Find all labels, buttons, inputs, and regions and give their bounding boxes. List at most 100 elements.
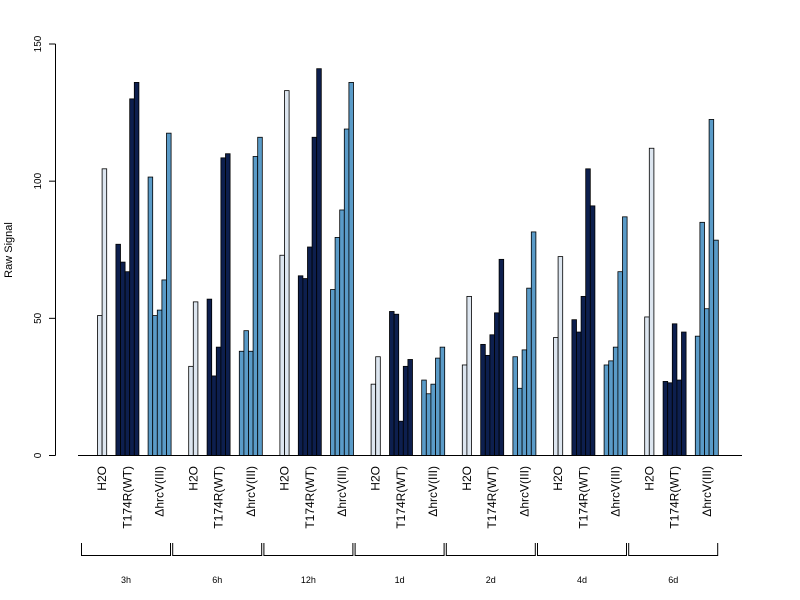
bar [407,359,413,456]
bar [608,360,614,456]
bar [489,334,495,456]
bar [316,68,322,456]
category-label: ΔhrcV(III) [517,466,531,517]
bar [302,278,308,456]
bar [671,323,678,456]
bar [339,209,345,456]
bar [402,365,409,456]
bar [461,364,468,456]
time-bracket [628,543,719,556]
category-label: ΔhrcV(III) [153,466,167,517]
bar [708,119,715,456]
time-label: 6h [212,575,222,585]
bar [311,136,318,456]
bar [622,216,628,456]
bar [334,237,341,456]
bar [589,205,596,456]
time-label: 3h [121,575,131,585]
time-label: 2d [486,575,496,585]
y-tick-label: 100 [33,172,44,189]
category-label: ΔhrcV(III) [700,466,714,517]
bar [393,313,400,456]
bar [120,261,126,456]
bar [152,315,158,456]
bar [435,357,441,456]
bar [370,383,377,456]
category-label: T174R(WT) [576,466,590,529]
bar [681,331,687,456]
y-tick-label: 150 [33,35,44,52]
bar [603,364,610,456]
category-labels: H2O T174R(WT) ΔhrcV(III) H2O T174R(WT) ΔhrcV(… [95,466,714,529]
time-bracket [537,543,627,556]
time-bracket [81,543,171,556]
bar [243,330,249,456]
bar [156,309,163,456]
bar [238,350,245,456]
bar [225,153,231,456]
bar [343,128,350,456]
bar [553,337,559,456]
time-bracket [445,543,536,556]
bar [439,346,446,456]
category-label: H2O [278,466,292,491]
category-label: ΔhrcV(III) [609,466,623,517]
bar [330,289,336,456]
y-tick-label: 50 [33,312,44,324]
bar [133,82,140,456]
bar [571,319,577,456]
bar [430,383,436,456]
bar [192,301,199,456]
time-bracket [354,543,445,556]
bar [211,375,217,456]
bar [389,311,395,456]
time-bracket [172,543,263,556]
bar [188,365,194,456]
bar [676,379,682,456]
category-label: H2O [369,466,383,491]
time-label: 1d [395,575,405,585]
category-label: H2O [95,466,109,491]
category-label: H2O [186,466,200,491]
bar [704,308,710,456]
bar [557,256,564,456]
category-label: T174R(WT) [394,466,408,529]
bar [129,98,135,456]
bar [398,420,404,456]
y-tick-label: 0 [33,452,44,458]
bar [284,90,290,456]
bar [279,254,285,456]
category-label: ΔhrcV(III) [426,466,440,517]
bar [576,331,582,456]
bar [161,279,167,456]
bar [713,239,719,456]
category-label: H2O [460,466,474,491]
bar [147,176,154,456]
category-label: H2O [551,466,565,491]
bar [206,298,213,456]
bar [617,271,623,456]
bar [257,136,263,456]
bar [699,221,705,456]
bar [425,393,432,456]
bar [480,343,486,456]
bar [530,231,537,456]
bar [580,295,587,456]
bar [662,381,669,456]
category-label: T174R(WT) [120,466,134,529]
bar [498,258,505,456]
bar [517,387,523,456]
bar [375,356,381,456]
bar [667,382,673,456]
bar [124,271,131,456]
bar [512,356,518,456]
time-label: 4d [577,575,587,585]
bar [97,315,103,456]
y-axis-label: Raw Signal [3,222,15,278]
bar [526,287,532,456]
bar [521,349,528,456]
time-bracket [263,543,354,556]
category-label: T174R(WT) [668,466,682,529]
bar [297,275,304,456]
